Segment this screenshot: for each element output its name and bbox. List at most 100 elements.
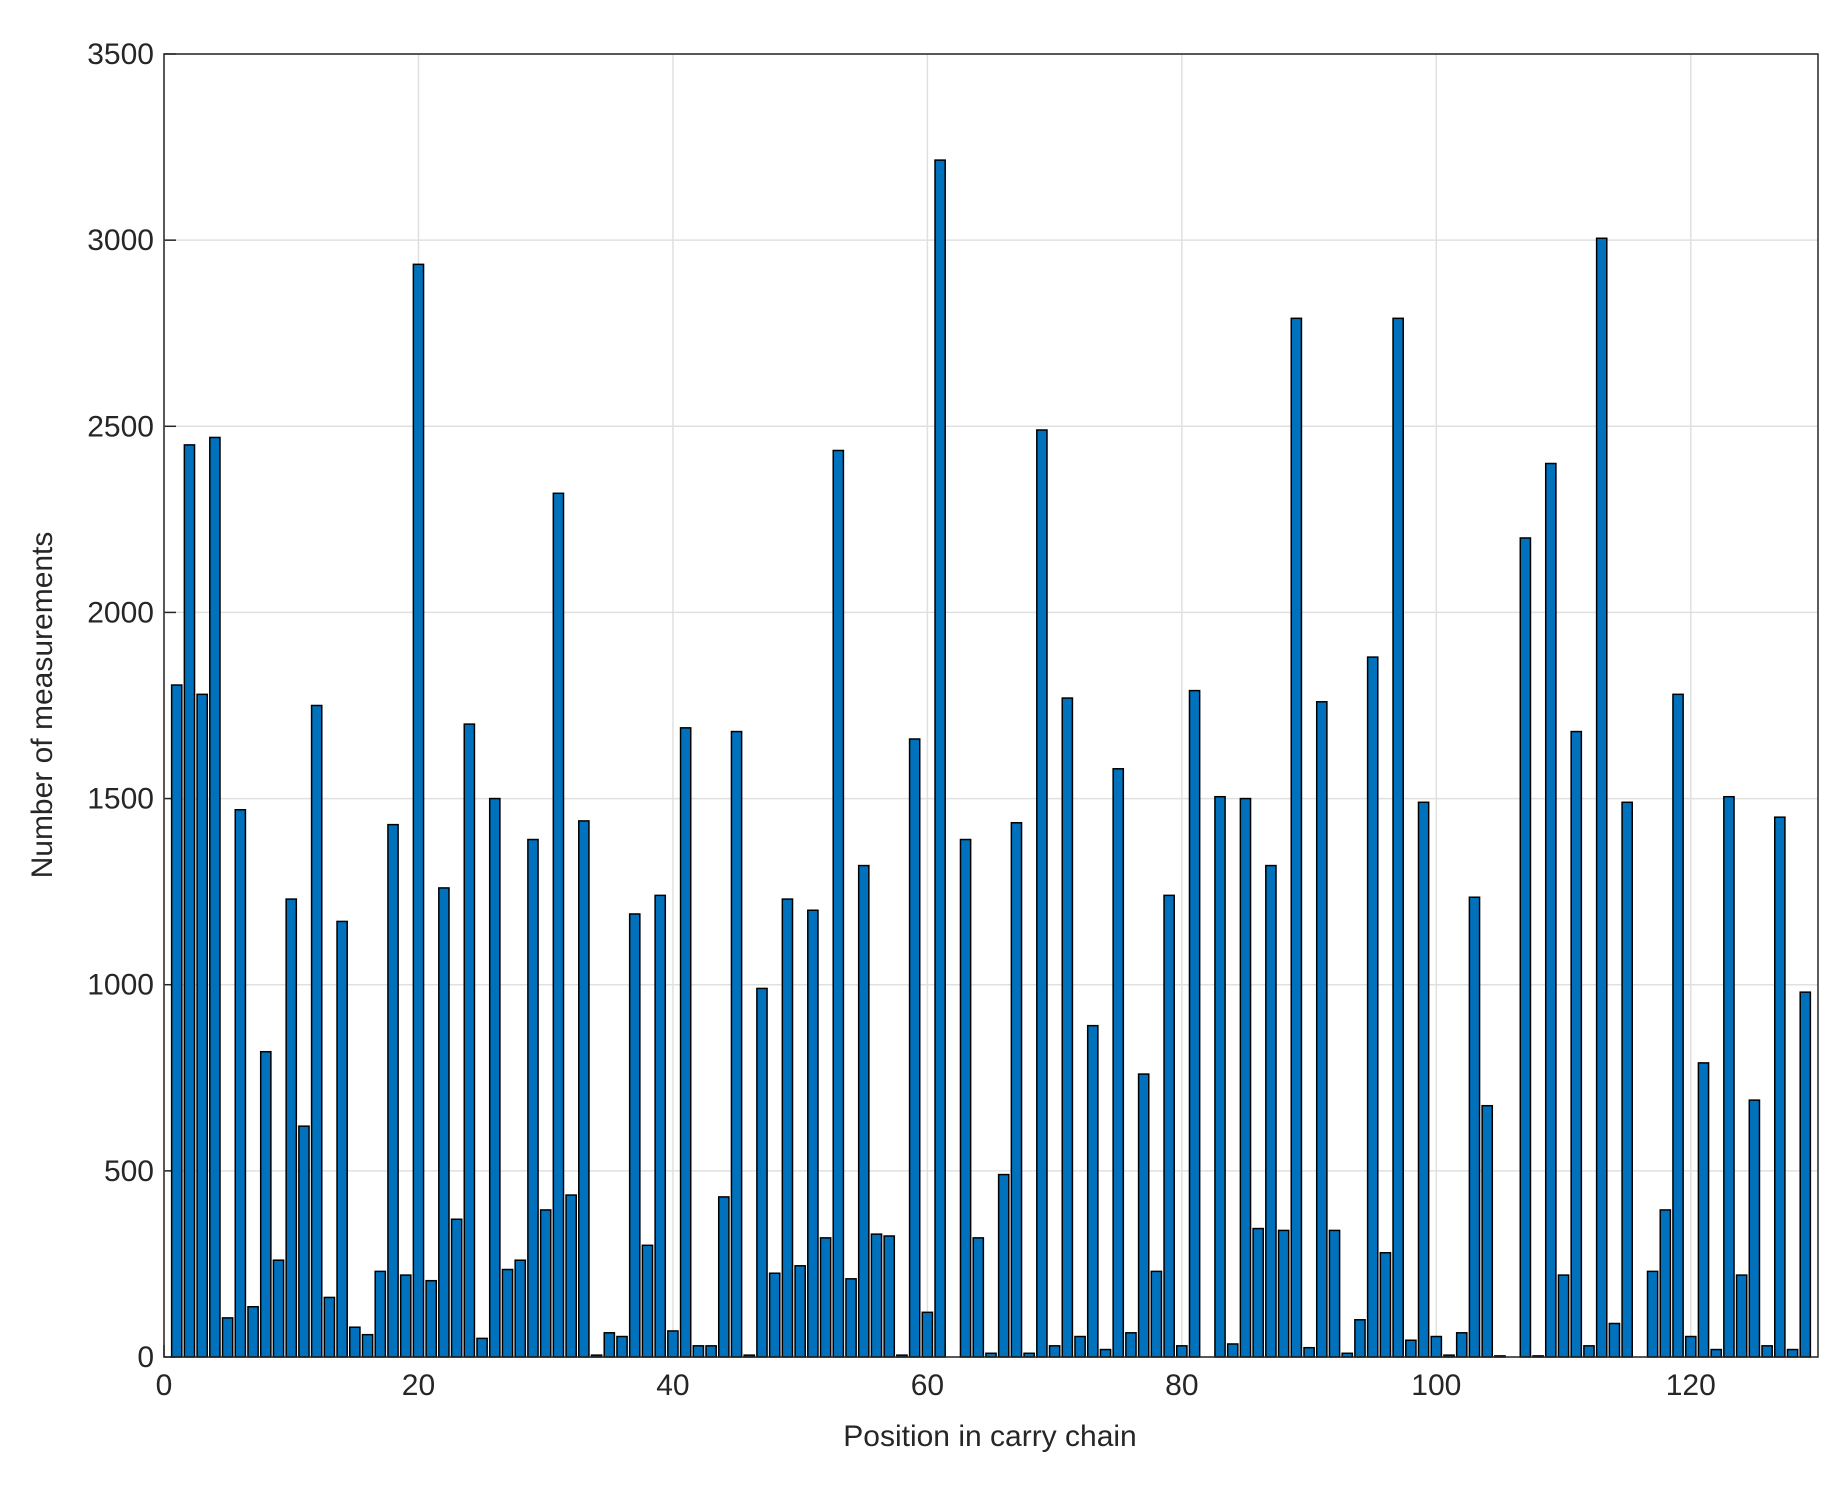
bar — [641, 1244, 654, 1358]
y-tick-label: 1000 — [87, 969, 154, 1002]
bar — [1392, 317, 1404, 1358]
bar — [1570, 730, 1583, 1358]
bar — [1583, 1345, 1595, 1358]
bar — [972, 1237, 985, 1358]
bar — [1086, 1024, 1099, 1358]
bar — [1074, 1335, 1086, 1358]
bar — [857, 864, 870, 1358]
bar — [1099, 1348, 1112, 1358]
bar — [1405, 1339, 1417, 1358]
bar — [259, 1050, 272, 1358]
bar — [730, 730, 743, 1358]
x-tick-label: 40 — [656, 1369, 689, 1402]
bar — [1621, 801, 1633, 1358]
bar — [1481, 1104, 1494, 1358]
bar — [883, 1235, 896, 1358]
y-tick-label: 3500 — [87, 38, 154, 71]
bar — [578, 820, 590, 1358]
bar — [1455, 1332, 1468, 1358]
bar — [921, 1311, 934, 1358]
bar — [616, 1335, 628, 1358]
bar — [1544, 462, 1557, 1358]
bar — [247, 1305, 259, 1358]
bar — [1646, 1270, 1659, 1358]
bar — [819, 1237, 832, 1358]
bar — [1595, 237, 1608, 1358]
bar — [527, 838, 539, 1358]
bar — [1519, 537, 1532, 1358]
bar — [1315, 701, 1328, 1358]
bar — [908, 738, 921, 1358]
bar — [1735, 1274, 1748, 1358]
y-tick-label: 3000 — [87, 224, 154, 257]
bar — [488, 797, 501, 1358]
y-tick-label: 2500 — [87, 410, 154, 443]
x-tick-label: 100 — [1411, 1369, 1461, 1402]
bar — [1010, 822, 1023, 1358]
bar — [997, 1173, 1010, 1358]
bar — [565, 1194, 577, 1358]
bar — [463, 723, 476, 1358]
bar — [781, 898, 794, 1358]
axes-box — [163, 53, 1819, 1358]
bar — [387, 823, 399, 1358]
bar — [1226, 1343, 1239, 1358]
bar — [539, 1209, 552, 1358]
bar — [1366, 656, 1379, 1358]
bar — [794, 1265, 806, 1358]
bar — [196, 693, 209, 1358]
bar — [1672, 693, 1684, 1358]
y-tick-label: 500 — [104, 1155, 154, 1188]
bar — [654, 894, 667, 1358]
bar — [934, 159, 946, 1358]
bar — [476, 1337, 488, 1358]
bar — [1048, 1345, 1061, 1358]
bar — [1061, 697, 1074, 1358]
bar — [832, 449, 845, 1358]
bar — [552, 492, 565, 1358]
y-tick-label: 2000 — [87, 596, 154, 629]
bar — [1417, 801, 1430, 1358]
bar — [361, 1333, 374, 1358]
bar — [1430, 1335, 1443, 1358]
bar — [221, 1317, 234, 1358]
bar — [1710, 1348, 1723, 1358]
bar — [272, 1259, 285, 1358]
bar — [1036, 429, 1048, 1358]
bar — [1608, 1322, 1621, 1358]
bar — [438, 887, 450, 1358]
bar — [1786, 1348, 1799, 1358]
bar — [1468, 896, 1481, 1358]
x-tick-label: 20 — [402, 1369, 435, 1402]
bar — [807, 909, 819, 1358]
bar — [768, 1272, 781, 1358]
y-axis-label: Number of measurements — [26, 532, 59, 879]
x-tick-label: 80 — [1165, 1369, 1198, 1402]
bar — [845, 1278, 857, 1358]
y-tick-label: 0 — [137, 1341, 154, 1374]
bar — [1214, 795, 1226, 1358]
bar — [1557, 1274, 1570, 1358]
bar — [667, 1330, 679, 1358]
bar — [1659, 1209, 1672, 1358]
bar — [959, 838, 972, 1358]
bar — [870, 1233, 883, 1358]
bar — [412, 263, 425, 1358]
bar — [1328, 1229, 1341, 1358]
bar — [170, 684, 183, 1358]
bar — [323, 1296, 336, 1358]
bar — [425, 1279, 438, 1358]
bar — [1176, 1345, 1188, 1358]
bar — [1723, 795, 1735, 1358]
bar — [1697, 1062, 1710, 1358]
y-tick-label: 1500 — [87, 783, 154, 816]
bar — [717, 1196, 730, 1358]
bar — [679, 727, 692, 1358]
bar — [298, 1125, 310, 1358]
bar — [1290, 317, 1303, 1358]
bar — [514, 1259, 527, 1358]
bar — [705, 1345, 717, 1358]
bar — [1354, 1319, 1366, 1358]
bar — [399, 1274, 412, 1358]
x-tick-label: 60 — [911, 1369, 944, 1402]
